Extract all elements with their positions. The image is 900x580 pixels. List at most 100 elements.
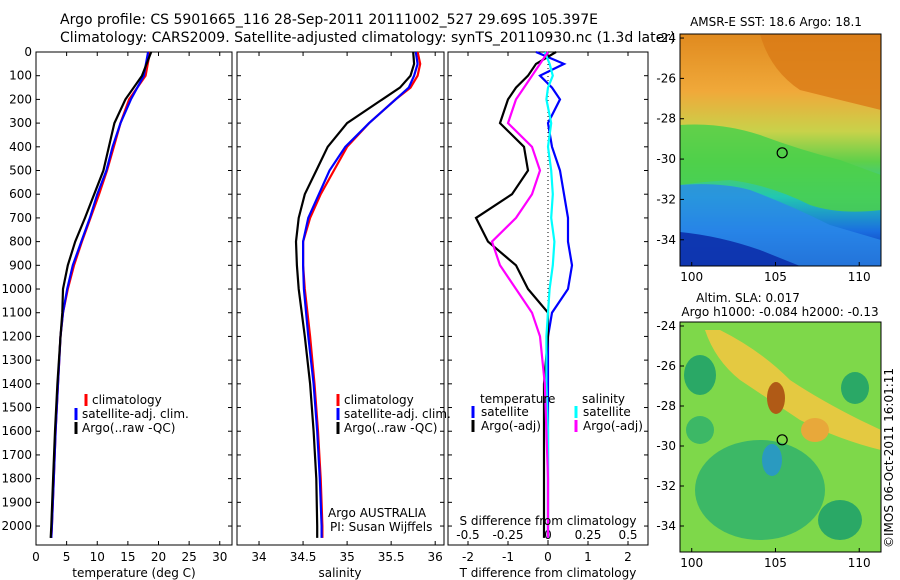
header-line1: Argo profile: CS 5901665_116 28-Sep-2011…: [60, 12, 598, 28]
argo-location-marker: [776, 434, 788, 446]
y-tick-label: 2000: [1, 519, 32, 533]
y-tick-label: 1100: [1, 306, 32, 320]
sst-map-title: AMSR-E SST: 18.6 Argo: 18.1: [690, 15, 862, 29]
map-y-tick-label: -26: [656, 71, 676, 85]
y-tick-label: 1600: [1, 424, 32, 438]
sla-low-5: [818, 500, 862, 540]
sla-high-2: [801, 418, 829, 442]
legend-label-satellite: satellite-adj. clim.: [344, 407, 451, 421]
legend-label-climatology: climatology: [344, 393, 414, 407]
x-tick-label: 10: [90, 550, 105, 564]
argo-location-marker: [776, 147, 788, 159]
y-tick-label: 1900: [1, 495, 32, 509]
x-tick-label: -1: [502, 550, 514, 564]
series-line-satellite-adj-clim-: [302, 51, 419, 538]
map-x-tick-label: 100: [680, 270, 703, 284]
x-tick-label: 34.5: [290, 550, 317, 564]
map-x-tick-label: 105: [764, 270, 787, 284]
sla-high-core: [767, 382, 785, 414]
map-y-tick-label: -30: [656, 152, 676, 166]
diff-line-temperature-satellite: [535, 50, 574, 538]
map-y-tick-label: -32: [656, 479, 676, 493]
series-line-climatology: [302, 51, 422, 538]
map-y-tick-label: -28: [656, 399, 676, 413]
legend-label-argo: Argo(..raw -QC): [344, 421, 437, 435]
map-x-tick-label: 110: [848, 556, 871, 570]
sla-low-1: [684, 355, 716, 395]
map-y-tick-label: -30: [656, 439, 676, 453]
temperature-panel-frame: [35, 51, 233, 546]
y-tick-label: 1300: [1, 353, 32, 367]
x-tick-label: 15: [120, 550, 135, 564]
series-line-argo-raw-qc-: [49, 51, 153, 538]
map-y-tick-label: -24: [656, 31, 676, 45]
sla-map-subtitle: Argo h1000: -0.084 h2000: -0.13: [681, 305, 878, 319]
x-tick-label: 30: [212, 550, 227, 564]
map-y-tick-label: -34: [656, 519, 676, 533]
y-tick-label: 500: [9, 164, 32, 178]
x-tick-label: 0: [544, 550, 552, 564]
x-tick-label: 2: [624, 550, 632, 564]
map-x-tick-label: 110: [848, 270, 871, 284]
sst-map: [679, 33, 882, 267]
temperature-xlabel: temperature (deg C): [72, 566, 195, 580]
x-tick-label: 20: [151, 550, 166, 564]
sst-green-patch: [680, 124, 881, 212]
y-tick-label: 1400: [1, 377, 32, 391]
diff-line-salinity-satellite: [543, 51, 556, 538]
y-tick-label: 1700: [1, 448, 32, 462]
x-tick-label: 5: [63, 550, 71, 564]
x-tick-label: 35: [339, 550, 354, 564]
x-tick-label: 1: [584, 550, 592, 564]
y-tick-label: 300: [9, 116, 32, 130]
map-y-tick-label: -24: [656, 319, 676, 333]
map-y-tick-label: -26: [656, 359, 676, 373]
y-tick-label: 900: [9, 258, 32, 272]
series-line-argo-raw-qc-: [294, 51, 416, 538]
y-tick-label: 1800: [1, 472, 32, 486]
salinity-panel-frame: [236, 51, 445, 546]
annotation-line1: Argo AUSTRALIA: [328, 506, 427, 520]
credit-text: ©IMOS 06-Oct-2011 16:01:11: [882, 368, 896, 548]
difference-legend: temperature salinity satellite Argo(-adj…: [460, 392, 643, 528]
x-tick-label: 25: [181, 550, 196, 564]
annotation-line2: PI: Susan Wijffels: [330, 520, 432, 534]
legend-label-temp-satellite: satellite: [481, 405, 529, 419]
y-tick-label: 200: [9, 92, 32, 106]
salinity-xlabel: salinity: [318, 566, 361, 580]
s-tick-label: 0.25: [575, 528, 602, 542]
y-tick-label: 0: [24, 45, 32, 59]
sla-map-title: Altim. SLA: 0.017: [696, 291, 800, 305]
s-tick-label: -0.25: [492, 528, 523, 542]
diff-line-temperature-argo-adj-: [474, 51, 557, 538]
s-tick-label: 0.5: [618, 528, 637, 542]
temperature-legend: climatology satellite-adj. clim. Argo(..…: [74, 393, 189, 435]
sla-map: [679, 321, 882, 553]
map-x-tick-label: 100: [680, 556, 703, 570]
map-y-tick-label: -28: [656, 112, 676, 126]
s-difference-label: S difference from climatology: [460, 514, 637, 528]
s-tick-label: -0.5: [456, 528, 479, 542]
sla-low-3: [762, 444, 782, 476]
x-tick-label: 34: [251, 550, 266, 564]
y-tick-label: 700: [9, 211, 32, 225]
y-tick-label: 400: [9, 140, 32, 154]
sst-warm-patch: [760, 34, 881, 110]
y-tick-label: 1500: [1, 401, 32, 415]
y-tick-label: 600: [9, 187, 32, 201]
x-tick-label: 35.5: [378, 550, 405, 564]
difference-xlabel: T difference from climatology: [459, 566, 637, 580]
series-line-satellite-adj-clim-: [50, 51, 150, 538]
y-tick-label: 1200: [1, 329, 32, 343]
legend-label-climatology: climatology: [92, 393, 162, 407]
sst-map-frame: [679, 33, 882, 267]
sst-deep-patch: [680, 232, 800, 266]
y-tick-label: 100: [9, 69, 32, 83]
header-line2: Climatology: CARS2009. Satellite-adjuste…: [60, 30, 675, 46]
y-tick-label: 1000: [1, 282, 32, 296]
legend-title-salinity: salinity: [582, 392, 625, 406]
legend-label-sal-satellite: satellite: [583, 405, 631, 419]
legend-label-temp-argo: Argo(-adj): [481, 419, 541, 433]
salinity-legend: climatology satellite-adj. clim. Argo(..…: [328, 393, 451, 534]
